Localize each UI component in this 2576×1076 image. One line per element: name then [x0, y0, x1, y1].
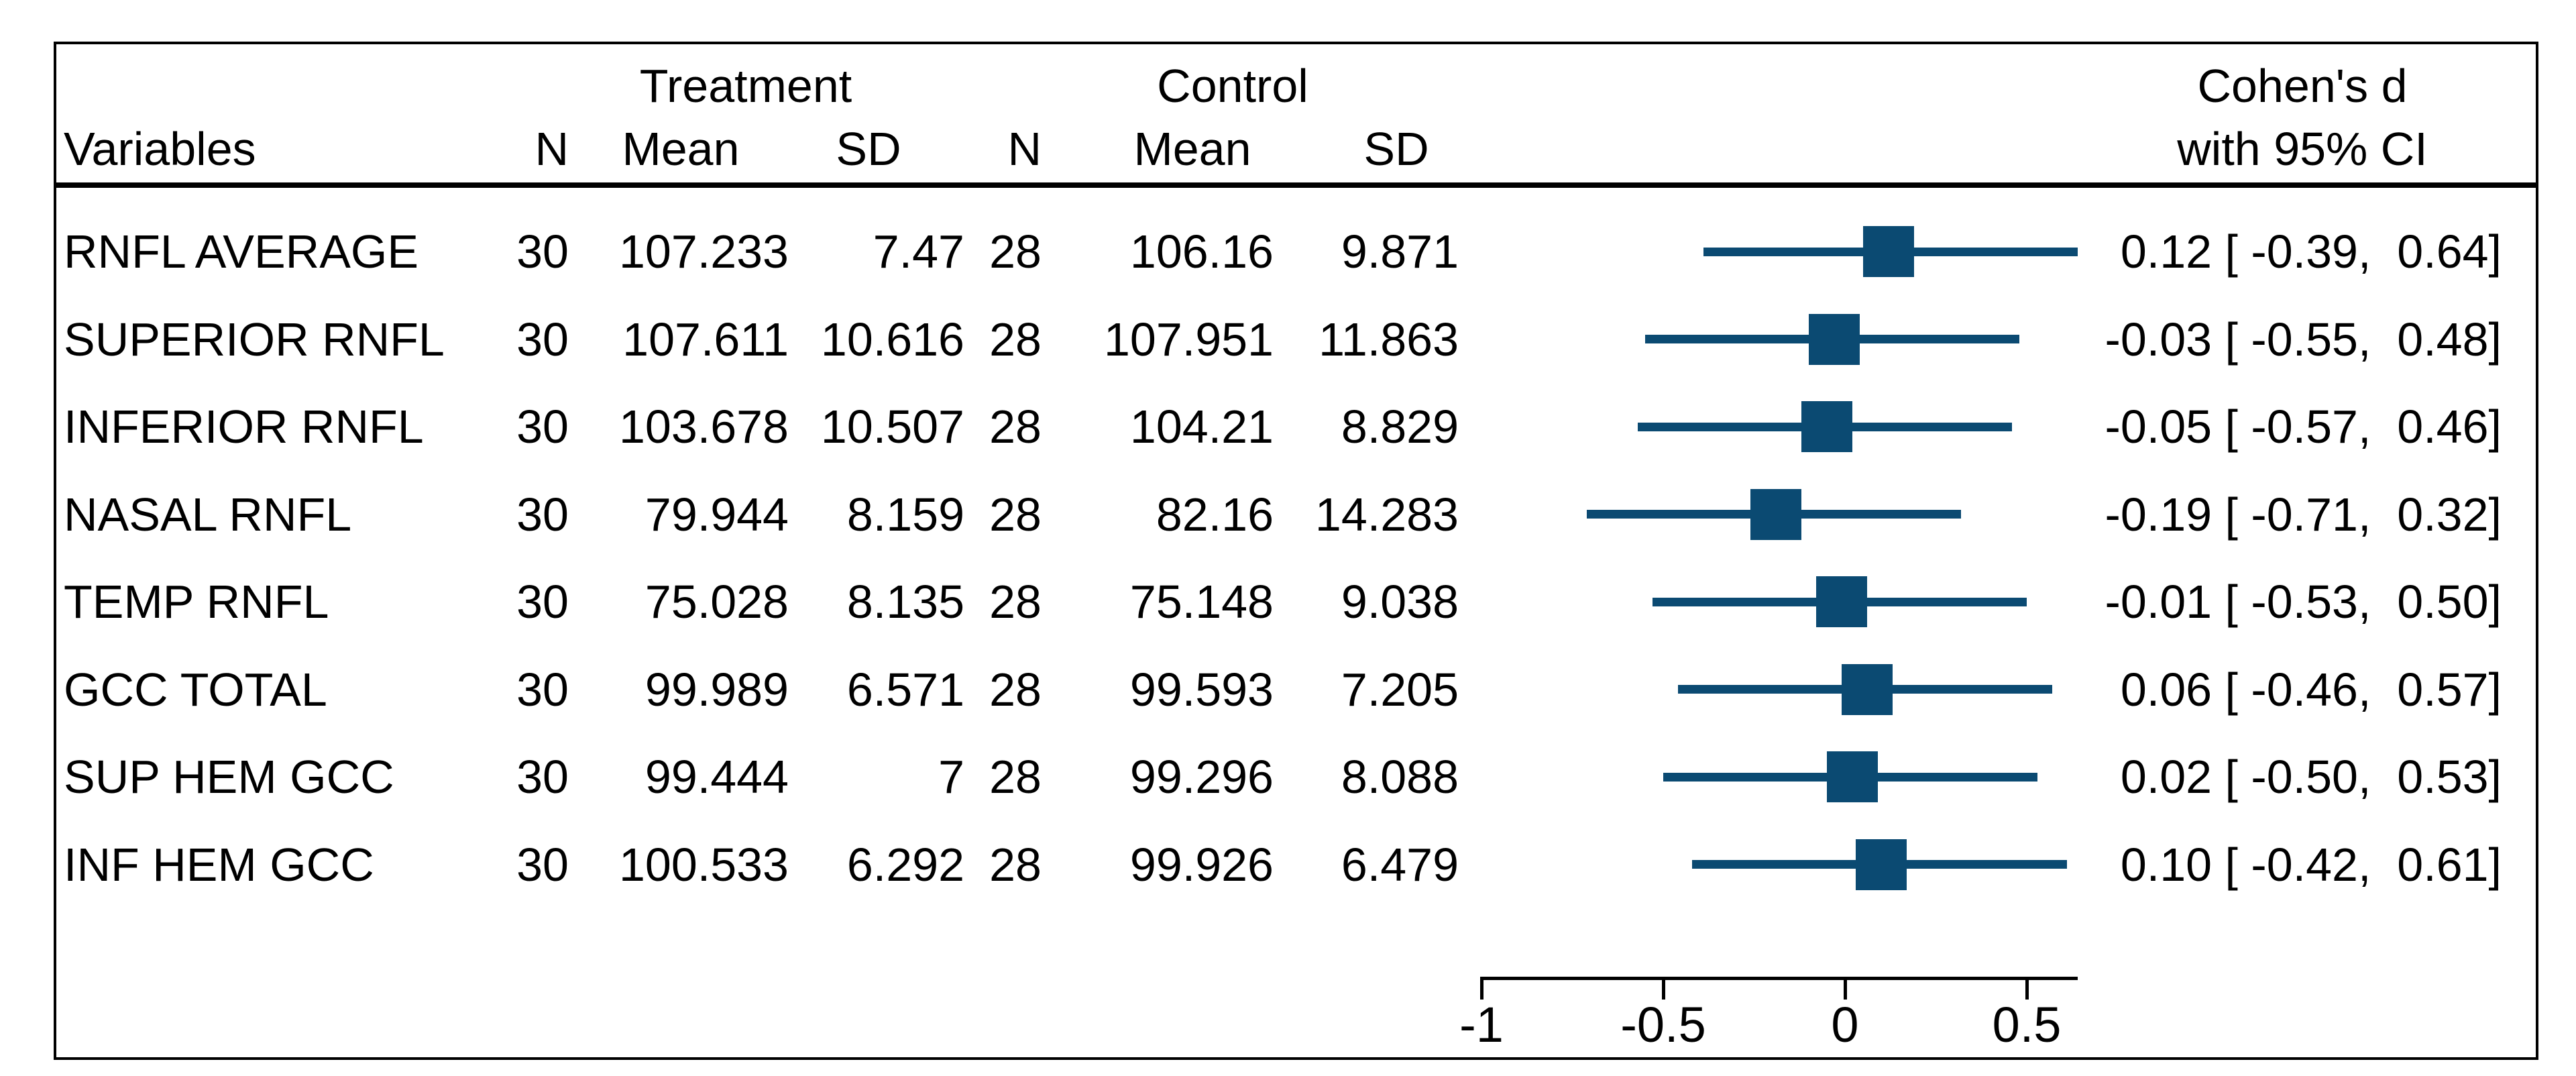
effect-marker — [1750, 488, 1802, 540]
effect-ci-text: -0.01 [ -0.53, 0.50] — [2105, 576, 2502, 628]
row-variable-label: INF HEM GCC — [64, 838, 374, 891]
treatment-sd-cell: 7.47 — [873, 225, 964, 278]
treatment-sd-cell: 10.616 — [820, 313, 964, 366]
control-sd-cell: 6.479 — [1341, 838, 1459, 891]
x-axis-tick — [1662, 977, 1665, 1000]
effect-marker — [1815, 576, 1867, 627]
treatment-n-cell: 30 — [516, 313, 569, 366]
effect-ci-text: 0.06 [ -0.46, 0.57] — [2120, 663, 2502, 716]
control-mean-cell: 99.296 — [1129, 751, 1274, 803]
control-sd-cell: 8.829 — [1341, 400, 1459, 453]
row-variable-label: INFERIOR RNFL — [64, 400, 424, 453]
x-axis-tick-label: -0.5 — [1620, 997, 1706, 1053]
treatment-mean-cell: 75.028 — [645, 576, 789, 628]
control-mean-cell: 82.16 — [1156, 488, 1274, 541]
treatment-n-cell: 30 — [516, 751, 569, 803]
treatment-n-cell: 30 — [516, 225, 569, 278]
treatment-n-cell: 30 — [516, 488, 569, 541]
control-n-header: N — [1007, 123, 1042, 175]
effect-ci-text: 0.12 [ -0.39, 0.64] — [2120, 225, 2502, 278]
effect-marker — [1801, 401, 1852, 452]
effect-marker — [1826, 751, 1878, 802]
control-sd-cell: 9.038 — [1341, 576, 1459, 628]
control-n-cell: 28 — [989, 838, 1042, 891]
effect-ci-text: -0.05 [ -0.57, 0.46] — [2105, 400, 2502, 453]
x-axis-line — [1481, 977, 2078, 980]
control-mean-cell: 104.21 — [1129, 400, 1274, 453]
control-sd-cell: 9.871 — [1341, 225, 1459, 278]
effect-ci-text: 0.10 [ -0.42, 0.61] — [2120, 838, 2502, 891]
x-axis-tick-label: 0.5 — [1992, 997, 2062, 1053]
control-n-cell: 28 — [989, 576, 1042, 628]
control-n-cell: 28 — [989, 400, 1042, 453]
treatment-sd-header: SD — [836, 123, 901, 175]
control-n-cell: 28 — [989, 663, 1042, 716]
treatment-group-header: Treatment — [639, 60, 852, 112]
treatment-mean-cell: 99.989 — [645, 663, 789, 716]
row-variable-label: SUP HEM GCC — [64, 751, 394, 803]
control-sd-cell: 8.088 — [1341, 751, 1459, 803]
control-n-cell: 28 — [989, 488, 1042, 541]
effect-marker — [1863, 226, 1915, 277]
treatment-mean-cell: 100.533 — [618, 838, 789, 891]
header-separator — [56, 182, 2536, 188]
treatment-sd-cell: 7 — [938, 751, 964, 803]
treatment-mean-cell: 107.233 — [618, 225, 789, 278]
row-variable-label: TEMP RNFL — [64, 576, 329, 628]
control-mean-cell: 106.16 — [1129, 225, 1274, 278]
effect-marker — [1808, 313, 1860, 365]
treatment-n-cell: 30 — [516, 576, 569, 628]
treatment-sd-cell: 10.507 — [820, 400, 964, 453]
control-mean-cell: 99.926 — [1129, 838, 1274, 891]
variables-column-header: Variables — [64, 123, 256, 175]
control-group-header: Control — [1157, 60, 1308, 112]
x-axis-tick-label: 0 — [1831, 997, 1859, 1053]
treatment-mean-cell: 79.944 — [645, 488, 789, 541]
row-variable-label: GCC TOTAL — [64, 663, 327, 716]
x-axis-tick — [2025, 977, 2029, 1000]
treatment-n-cell: 30 — [516, 838, 569, 891]
treatment-mean-header: Mean — [622, 123, 740, 175]
control-n-cell: 28 — [989, 751, 1042, 803]
treatment-mean-cell: 99.444 — [645, 751, 789, 803]
treatment-mean-cell: 107.611 — [622, 313, 789, 366]
treatment-sd-cell: 6.571 — [846, 663, 964, 716]
row-variable-label: SUPERIOR RNFL — [64, 313, 445, 366]
x-axis-tick — [1480, 977, 1483, 1000]
effect-header-line1: Cohen's d — [2197, 60, 2408, 112]
effect-ci-text: -0.19 [ -0.71, 0.32] — [2105, 488, 2502, 541]
control-n-cell: 28 — [989, 225, 1042, 278]
row-variable-label: NASAL RNFL — [64, 488, 352, 541]
treatment-n-cell: 30 — [516, 663, 569, 716]
control-sd-cell: 7.205 — [1341, 663, 1459, 716]
row-variable-label: RNFL AVERAGE — [64, 225, 419, 278]
treatment-n-cell: 30 — [516, 400, 569, 453]
effect-ci-text: 0.02 [ -0.50, 0.53] — [2120, 751, 2502, 803]
treatment-sd-cell: 8.135 — [846, 576, 964, 628]
control-sd-header: SD — [1363, 123, 1429, 175]
treatment-mean-cell: 103.678 — [618, 400, 789, 453]
treatment-sd-cell: 8.159 — [846, 488, 964, 541]
control-mean-cell: 107.951 — [1103, 313, 1274, 366]
control-mean-cell: 75.148 — [1129, 576, 1274, 628]
x-axis-tick-label: -1 — [1459, 997, 1504, 1053]
control-sd-cell: 14.283 — [1314, 488, 1459, 541]
control-mean-header: Mean — [1133, 123, 1251, 175]
control-n-cell: 28 — [989, 313, 1042, 366]
effect-header-line2: with 95% CI — [2177, 123, 2428, 175]
plot-border — [54, 42, 2538, 1060]
control-mean-cell: 99.593 — [1129, 663, 1274, 716]
treatment-sd-cell: 6.292 — [846, 838, 964, 891]
control-sd-cell: 11.863 — [1319, 313, 1459, 366]
effect-ci-text: -0.03 [ -0.55, 0.48] — [2105, 313, 2502, 366]
effect-marker — [1856, 839, 1907, 890]
effect-marker — [1841, 663, 1893, 715]
treatment-n-header: N — [535, 123, 569, 175]
x-axis-tick — [1844, 977, 1847, 1000]
